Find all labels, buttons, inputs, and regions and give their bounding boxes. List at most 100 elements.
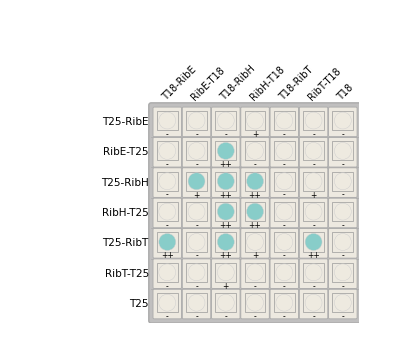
FancyBboxPatch shape — [212, 289, 240, 319]
Text: -: - — [342, 251, 344, 260]
FancyBboxPatch shape — [212, 229, 240, 258]
Circle shape — [217, 233, 234, 250]
Circle shape — [159, 233, 176, 250]
Circle shape — [247, 264, 264, 281]
Text: T25-RibH: T25-RibH — [101, 178, 149, 188]
FancyBboxPatch shape — [212, 107, 240, 137]
Text: -: - — [283, 312, 286, 321]
Text: -: - — [283, 251, 286, 260]
Text: T18-RibT: T18-RibT — [277, 65, 315, 103]
FancyBboxPatch shape — [153, 198, 182, 228]
Circle shape — [305, 173, 322, 190]
Circle shape — [188, 264, 205, 281]
Circle shape — [276, 294, 293, 311]
Circle shape — [334, 203, 351, 220]
Circle shape — [305, 233, 322, 250]
Circle shape — [247, 173, 264, 190]
FancyBboxPatch shape — [328, 107, 357, 137]
Text: T18-RibH: T18-RibH — [219, 64, 258, 103]
FancyBboxPatch shape — [328, 138, 357, 167]
Text: +: + — [252, 251, 258, 260]
FancyBboxPatch shape — [241, 138, 269, 167]
Circle shape — [305, 264, 322, 281]
FancyBboxPatch shape — [299, 289, 328, 319]
Circle shape — [159, 264, 176, 281]
Circle shape — [247, 203, 264, 220]
Text: ++: ++ — [249, 191, 262, 200]
Text: RibT-T25: RibT-T25 — [104, 269, 149, 279]
Circle shape — [159, 142, 176, 159]
Text: -: - — [166, 191, 169, 200]
Circle shape — [159, 173, 176, 190]
FancyBboxPatch shape — [212, 138, 240, 167]
Circle shape — [217, 173, 234, 190]
Circle shape — [305, 142, 322, 159]
FancyBboxPatch shape — [153, 138, 182, 167]
FancyBboxPatch shape — [212, 198, 240, 228]
FancyBboxPatch shape — [270, 259, 298, 289]
Circle shape — [159, 294, 176, 311]
Text: -: - — [312, 130, 315, 139]
Circle shape — [188, 173, 205, 190]
Text: -: - — [166, 282, 169, 291]
Text: -: - — [342, 160, 344, 169]
Circle shape — [247, 294, 264, 311]
Text: -: - — [254, 160, 256, 169]
Text: -: - — [195, 160, 198, 169]
Circle shape — [159, 112, 176, 129]
Text: -: - — [195, 312, 198, 321]
FancyBboxPatch shape — [328, 259, 357, 289]
Text: -: - — [166, 130, 169, 139]
Text: ++: ++ — [220, 160, 232, 169]
Circle shape — [305, 112, 322, 129]
Circle shape — [188, 233, 205, 250]
Circle shape — [188, 203, 205, 220]
Text: -: - — [342, 312, 344, 321]
FancyBboxPatch shape — [299, 229, 328, 258]
Text: -: - — [312, 160, 315, 169]
FancyBboxPatch shape — [153, 289, 182, 319]
FancyBboxPatch shape — [212, 259, 240, 289]
Circle shape — [247, 233, 264, 250]
Text: -: - — [342, 130, 344, 139]
Text: +: + — [310, 191, 317, 200]
Text: T25-RibE: T25-RibE — [102, 117, 149, 127]
Circle shape — [217, 203, 234, 220]
FancyBboxPatch shape — [182, 138, 211, 167]
Text: -: - — [166, 312, 169, 321]
FancyBboxPatch shape — [182, 289, 211, 319]
Text: -: - — [283, 160, 286, 169]
Circle shape — [334, 233, 351, 250]
Text: ++: ++ — [220, 251, 232, 260]
Text: T18-RibE: T18-RibE — [160, 65, 198, 103]
Circle shape — [188, 294, 205, 311]
FancyBboxPatch shape — [149, 103, 361, 323]
Circle shape — [334, 173, 351, 190]
FancyBboxPatch shape — [182, 107, 211, 137]
Circle shape — [159, 203, 176, 220]
Text: ++: ++ — [307, 251, 320, 260]
FancyBboxPatch shape — [328, 289, 357, 319]
Text: -: - — [166, 221, 169, 230]
FancyBboxPatch shape — [328, 198, 357, 228]
Circle shape — [334, 112, 351, 129]
Circle shape — [276, 233, 293, 250]
FancyBboxPatch shape — [153, 259, 182, 289]
Circle shape — [334, 264, 351, 281]
Circle shape — [188, 112, 205, 129]
Text: ++: ++ — [161, 251, 174, 260]
Text: T25: T25 — [129, 299, 149, 309]
Circle shape — [217, 142, 234, 159]
Text: RibH-T25: RibH-T25 — [102, 208, 149, 218]
FancyBboxPatch shape — [299, 107, 328, 137]
Circle shape — [276, 142, 293, 159]
FancyBboxPatch shape — [241, 289, 269, 319]
Text: -: - — [342, 191, 344, 200]
FancyBboxPatch shape — [299, 168, 328, 197]
Circle shape — [247, 142, 264, 159]
FancyBboxPatch shape — [241, 229, 269, 258]
Circle shape — [276, 112, 293, 129]
Circle shape — [276, 173, 293, 190]
Text: RibE-T18: RibE-T18 — [190, 66, 227, 103]
Text: -: - — [195, 282, 198, 291]
